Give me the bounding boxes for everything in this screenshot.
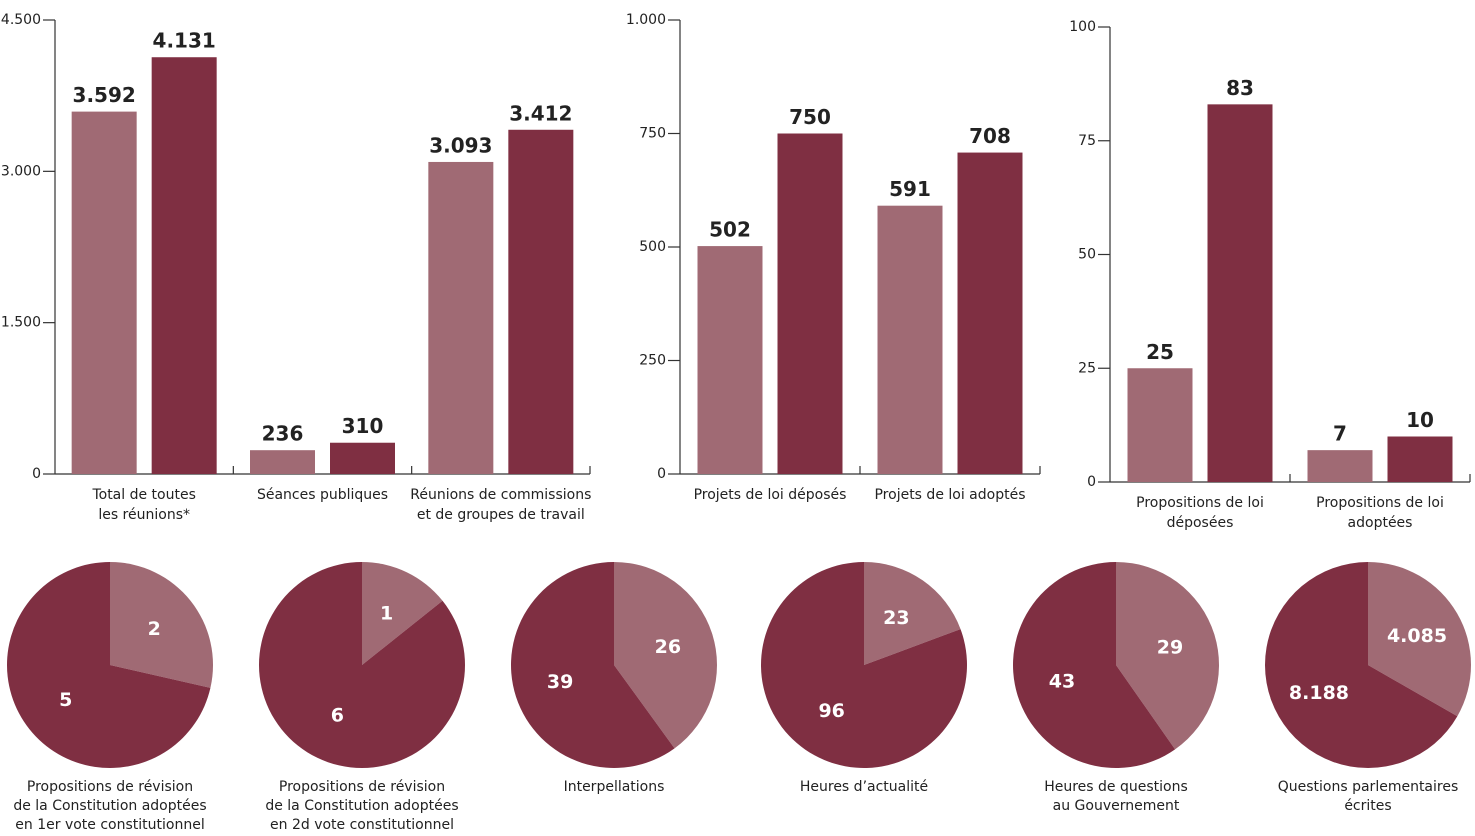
bar (71, 111, 137, 474)
pie-caption: écrites (1344, 798, 1391, 814)
pie-slice (614, 562, 717, 749)
y-tick-label: 50 (1078, 247, 1096, 263)
pie-slice (864, 562, 961, 665)
slice-label: 39 (547, 671, 573, 693)
slice-label: 2 (148, 618, 161, 640)
pie-caption: de la Constitution adoptées (13, 798, 206, 814)
x-tick-label: Total de toutes (91, 487, 195, 503)
value-label: 10 (1406, 408, 1434, 432)
slice-label: 1 (380, 602, 393, 624)
x-tick-label: les réunions* (98, 507, 190, 523)
value-label: 750 (789, 105, 831, 129)
value-label: 3.592 (73, 83, 136, 107)
value-label: 502 (709, 218, 751, 242)
x-tick-label: déposées (1167, 515, 1234, 531)
slice-label: 4.085 (1387, 625, 1447, 647)
bar (1207, 104, 1273, 482)
y-tick-label: 750 (639, 126, 666, 142)
value-label: 4.131 (153, 29, 216, 53)
pie-caption: en 2d vote constitutionnel (270, 817, 454, 833)
bar (777, 133, 843, 474)
y-tick-label: 100 (1069, 19, 1096, 35)
slice-label: 29 (1157, 636, 1183, 658)
value-label: 310 (342, 414, 384, 438)
bar (1307, 450, 1373, 482)
slice-label: 8.188 (1289, 682, 1349, 704)
bar (151, 57, 217, 475)
pie-slice (6, 562, 211, 769)
value-label: 7 (1333, 422, 1347, 446)
bar (957, 152, 1023, 474)
pie-slice (1013, 562, 1176, 768)
pie-slice (1264, 562, 1458, 769)
bar (877, 205, 943, 474)
value-label: 708 (969, 124, 1011, 148)
bar (697, 246, 763, 474)
pie-caption: Questions parlementaires (1278, 779, 1459, 795)
y-tick-label: 0 (32, 466, 41, 482)
pie-slice (259, 562, 465, 768)
pie-caption: au Gouvernement (1053, 798, 1180, 814)
value-label: 3.093 (429, 133, 492, 157)
x-tick-label: Projets de loi adoptés (874, 487, 1025, 503)
pie-slice (510, 562, 675, 768)
y-tick-label: 0 (1087, 474, 1096, 490)
pie-caption: Interpellations (564, 779, 665, 795)
bar (428, 161, 494, 474)
slice-label: 26 (655, 636, 681, 658)
bar (1127, 368, 1193, 482)
bar (1387, 436, 1453, 482)
y-tick-label: 1.500 (1, 315, 41, 331)
y-tick-label: 3.000 (1, 163, 41, 179)
x-tick-label: Réunions de commissions (410, 487, 591, 503)
y-tick-label: 1.000 (626, 12, 666, 28)
x-tick-label: Séances publiques (257, 487, 388, 503)
pie-caption: Propositions de révision (279, 779, 445, 795)
y-tick-label: 250 (639, 353, 666, 369)
slice-label: 96 (818, 700, 844, 722)
pie-slice (1368, 562, 1472, 717)
value-label: 3.412 (509, 101, 572, 125)
x-tick-label: Propositions de loi (1316, 495, 1444, 511)
pie-caption: de la Constitution adoptées (265, 798, 458, 814)
x-tick-label: Projets de loi déposés (694, 487, 847, 503)
x-tick-label: adoptées (1348, 515, 1413, 531)
bar (250, 450, 315, 474)
y-tick-label: 75 (1078, 133, 1096, 149)
pie-slice (110, 562, 213, 688)
y-tick-label: 0 (657, 466, 666, 482)
pie-caption: Heures de questions (1044, 779, 1188, 795)
y-tick-label: 25 (1078, 360, 1096, 376)
x-tick-label: Propositions de loi (1136, 495, 1264, 511)
slice-label: 6 (331, 705, 344, 727)
pie-slice (761, 562, 967, 769)
y-tick-label: 4.500 (1, 12, 41, 28)
slice-label: 23 (883, 607, 909, 629)
bar (508, 129, 574, 475)
value-label: 236 (262, 422, 304, 446)
value-label: 591 (889, 177, 931, 201)
value-label: 83 (1226, 76, 1254, 100)
pie-caption: Heures d’actualité (800, 779, 928, 795)
pie-slice (1116, 562, 1220, 750)
y-tick-label: 500 (639, 239, 666, 255)
pie-caption: en 1er vote constitutionnel (15, 817, 204, 833)
pie-slice (362, 562, 443, 665)
slice-label: 43 (1049, 671, 1075, 693)
value-label: 25 (1146, 340, 1174, 364)
bar (330, 442, 395, 474)
pie-caption: Propositions de révision (27, 779, 193, 795)
x-tick-label: et de groupes de travail (417, 507, 585, 523)
slice-label: 5 (59, 689, 72, 711)
